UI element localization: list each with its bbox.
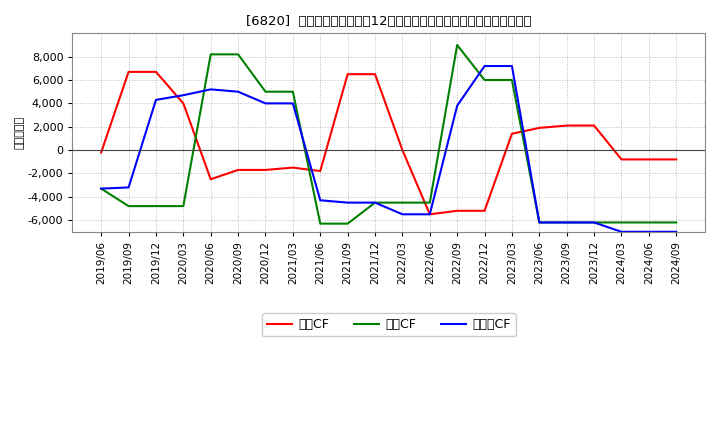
営業CF bbox=[316, 169, 325, 174]
フリーCF bbox=[590, 220, 598, 225]
投資CF bbox=[97, 186, 106, 191]
フリーCF bbox=[343, 200, 352, 205]
フリーCF bbox=[207, 87, 215, 92]
投資CF bbox=[234, 52, 243, 57]
投資CF bbox=[672, 220, 680, 225]
投資CF bbox=[535, 220, 544, 225]
フリーCF bbox=[316, 198, 325, 203]
フリーCF bbox=[125, 185, 133, 190]
Line: 営業CF: 営業CF bbox=[102, 72, 676, 214]
投資CF bbox=[343, 221, 352, 226]
フリーCF bbox=[480, 63, 489, 69]
フリーCF bbox=[508, 63, 516, 69]
投資CF bbox=[562, 220, 571, 225]
投資CF bbox=[426, 200, 434, 205]
投資CF bbox=[371, 200, 379, 205]
フリーCF bbox=[179, 92, 188, 98]
フリーCF bbox=[535, 220, 544, 225]
営業CF bbox=[234, 167, 243, 172]
投資CF bbox=[152, 203, 161, 209]
フリーCF bbox=[644, 229, 653, 235]
投資CF bbox=[617, 220, 626, 225]
投資CF bbox=[125, 203, 133, 209]
Legend: 営業CF, 投資CF, フリーCF: 営業CF, 投資CF, フリーCF bbox=[262, 313, 516, 337]
投資CF bbox=[644, 220, 653, 225]
営業CF bbox=[125, 69, 133, 74]
投資CF bbox=[398, 200, 407, 205]
営業CF bbox=[590, 123, 598, 128]
営業CF bbox=[508, 131, 516, 136]
フリーCF bbox=[261, 101, 270, 106]
フリーCF bbox=[453, 103, 462, 108]
投資CF bbox=[179, 203, 188, 209]
投資CF bbox=[316, 221, 325, 226]
フリーCF bbox=[289, 101, 297, 106]
投資CF bbox=[289, 89, 297, 94]
営業CF bbox=[535, 125, 544, 131]
投資CF bbox=[590, 220, 598, 225]
営業CF bbox=[426, 212, 434, 217]
営業CF bbox=[152, 69, 161, 74]
営業CF bbox=[644, 157, 653, 162]
投資CF bbox=[207, 52, 215, 57]
営業CF bbox=[398, 147, 407, 153]
営業CF bbox=[480, 208, 489, 213]
営業CF bbox=[562, 123, 571, 128]
フリーCF bbox=[617, 229, 626, 235]
営業CF bbox=[617, 157, 626, 162]
フリーCF bbox=[426, 212, 434, 217]
営業CF bbox=[343, 72, 352, 77]
営業CF bbox=[672, 157, 680, 162]
Line: 投資CF: 投資CF bbox=[102, 45, 676, 224]
投資CF bbox=[261, 89, 270, 94]
Line: フリーCF: フリーCF bbox=[102, 66, 676, 232]
フリーCF bbox=[152, 97, 161, 103]
営業CF bbox=[289, 165, 297, 170]
投資CF bbox=[480, 77, 489, 83]
投資CF bbox=[453, 42, 462, 48]
フリーCF bbox=[562, 220, 571, 225]
営業CF bbox=[453, 208, 462, 213]
営業CF bbox=[207, 176, 215, 182]
投資CF bbox=[508, 77, 516, 83]
営業CF bbox=[371, 72, 379, 77]
フリーCF bbox=[398, 212, 407, 217]
フリーCF bbox=[672, 229, 680, 235]
営業CF bbox=[97, 150, 106, 155]
フリーCF bbox=[371, 200, 379, 205]
フリーCF bbox=[97, 186, 106, 191]
Title: [6820]  キャッシュフローの12か月移動合計の対前年同期増減額の推移: [6820] キャッシュフローの12か月移動合計の対前年同期増減額の推移 bbox=[246, 15, 531, 28]
Y-axis label: （百万円）: （百万円） bbox=[15, 116, 25, 149]
営業CF bbox=[261, 167, 270, 172]
営業CF bbox=[179, 101, 188, 106]
フリーCF bbox=[234, 89, 243, 94]
